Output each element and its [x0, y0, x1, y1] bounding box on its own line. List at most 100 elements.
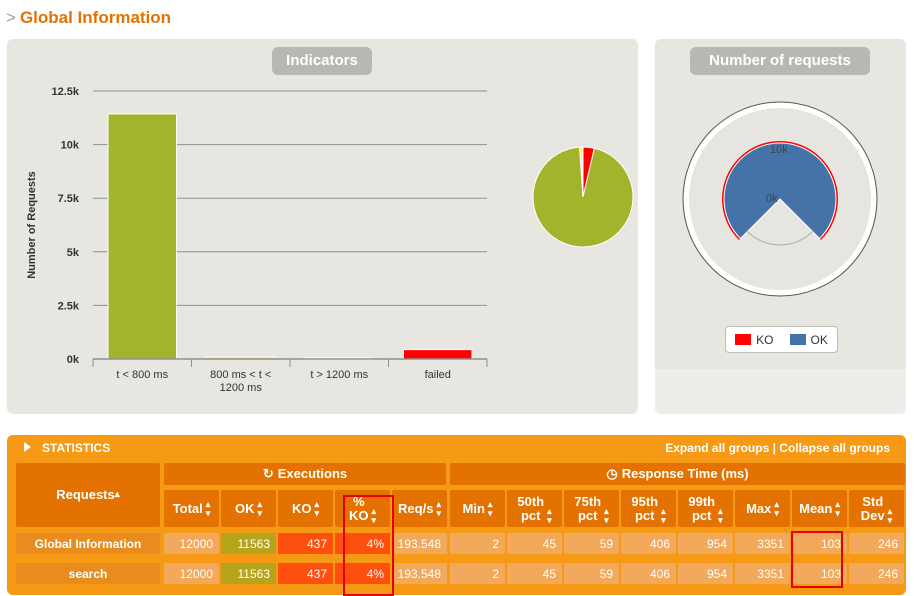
cell--ko: 4% [335, 563, 390, 584]
cell-std-dev: 246 [849, 563, 904, 584]
bar-3[interactable] [403, 349, 473, 360]
cell-max: 3351 [735, 563, 790, 584]
cell-mean: 103 [792, 563, 847, 584]
column-header-total[interactable]: Total ▴ ▾ [164, 490, 219, 527]
y-tick-label: 0k [67, 354, 80, 366]
cell-99th-pct: 954 [678, 563, 733, 584]
pie-slice-0[interactable] [532, 146, 634, 248]
y-axis-label: Number of Requests [26, 171, 38, 279]
group-links: Expand all groups | Collapse all groups [665, 441, 890, 455]
statistics-title: STATISTICS [42, 441, 111, 455]
page-title-text: Global Information [19, 8, 172, 27]
number-of-requests-panel: Number of requests 10k 0k [655, 39, 906, 414]
column-header-95th-pct[interactable]: 95th pct ▴ ▾ [621, 490, 676, 527]
column-header-label: Mean [799, 500, 833, 516]
expand-all-groups-link[interactable]: Expand all groups [665, 441, 770, 455]
indicators-panel: Indicators 0k 2.5k 5k 7.5k 10k 12.5k Number of… [7, 39, 638, 414]
sort-icon: ▴ ▾ [314, 498, 320, 518]
cell-total: 12000 [164, 533, 219, 554]
sort-icon: ▴ ▾ [887, 505, 893, 525]
sort-icon: ▴ ▾ [604, 505, 609, 525]
cell-99th-pct: 954 [678, 533, 733, 554]
panel-footer [655, 369, 906, 414]
column-header-min[interactable]: Min ▴ ▾ [450, 490, 505, 527]
legend-item-ok[interactable]: OK [789, 332, 828, 347]
gauge-bottom-arc [747, 231, 813, 246]
column-header-req-s[interactable]: Req/s ▴ ▾ [392, 490, 447, 527]
cell-ok: 11563 [221, 533, 276, 554]
sort-icon: ▴ ▾ [436, 498, 441, 518]
column-header-std-dev[interactable]: Std Dev ▴ ▾ [849, 490, 904, 527]
column-header-label: 75th pct [574, 493, 602, 523]
sort-icon: ▴ ▾ [371, 505, 377, 525]
clock-icon: ◷ [606, 466, 618, 481]
column-header-mean[interactable]: Mean ▴ ▾ [792, 490, 847, 527]
legend-swatch-ok [789, 334, 806, 345]
sort-icon: ▴ ▾ [661, 505, 666, 525]
indicators-title: Indicators [272, 47, 372, 75]
x-tick-label: t > 1200 ms [310, 369, 368, 381]
cell-total: 12000 [164, 563, 219, 584]
link-separator: | [772, 441, 776, 455]
refresh-icon: ↻ [262, 466, 274, 481]
column-header-label: 95th pct [631, 493, 659, 523]
requests-column-header[interactable]: Requests ▴ [16, 463, 160, 527]
column-header-label: KO [291, 500, 312, 516]
row-name[interactable]: search [16, 563, 160, 584]
column-header-label: 99th pct [688, 493, 716, 523]
row-name[interactable]: Global Information [16, 533, 160, 554]
cell-min: 2 [450, 533, 505, 554]
y-tick-label: 7.5k [58, 193, 80, 205]
cell-50th-pct: 45 [507, 533, 562, 554]
sort-icon: ▴ ▾ [205, 498, 211, 518]
cell-max: 3351 [735, 533, 790, 554]
cell-75th-pct: 59 [564, 533, 619, 554]
expand-triangle-icon[interactable] [24, 442, 31, 452]
column-header-label: Std Dev [860, 493, 885, 523]
gauge-label-10k: 10k [770, 144, 788, 156]
gauge-label-0k: 0k [766, 193, 778, 205]
collapse-all-groups-link[interactable]: Collapse all groups [779, 441, 890, 455]
y-tick-label: 12.5k [51, 86, 79, 98]
legend-label-ok: OK [810, 332, 828, 347]
bar-0[interactable] [107, 113, 177, 360]
cell--ko: 4% [335, 533, 390, 554]
legend-item-ko[interactable]: KO [735, 332, 774, 347]
column-header-label: % KO [348, 493, 369, 523]
gauge-ok-area[interactable] [723, 142, 837, 240]
column-header-ko[interactable]: KO ▴ ▾ [278, 490, 333, 527]
cell-mean: 103 [792, 533, 847, 554]
response-time-group-header: ◷ Response Time (ms) [450, 463, 905, 485]
column-header--ko[interactable]: % KO ▴ ▾ [335, 490, 390, 527]
column-header-label: 50th pct [517, 493, 545, 523]
sort-icon: ▴ ▾ [835, 498, 840, 518]
sort-asc-icon: ▴ [114, 489, 120, 500]
chevron-right-icon: > [6, 8, 16, 27]
cell-ko: 437 [278, 533, 333, 554]
sort-icon: ▴ ▾ [257, 498, 263, 518]
column-header-50th-pct[interactable]: 50th pct ▴ ▾ [507, 490, 562, 527]
cell-50th-pct: 45 [507, 563, 562, 584]
executions-group-header: ↻ Executions [164, 463, 446, 485]
column-header-ok[interactable]: OK ▴ ▾ [221, 490, 276, 527]
cell-req-s: 193.548 [392, 563, 447, 584]
sort-icon: ▴ ▾ [774, 498, 779, 518]
executions-label: Executions [277, 466, 348, 481]
legend-label-ko: KO [756, 332, 774, 347]
sort-icon: ▴ ▾ [547, 505, 552, 525]
column-header-max[interactable]: Max ▴ ▾ [735, 490, 790, 527]
indicators-bar-chart: 0k 2.5k 5k 7.5k 10k 12.5k Number of Requests t … [26, 86, 634, 394]
column-header-99th-pct[interactable]: 99th pct ▴ ▾ [678, 490, 733, 527]
column-header-75th-pct[interactable]: 75th pct ▴ ▾ [564, 490, 619, 527]
column-header-label: Total [172, 500, 203, 516]
column-header-label: OK [234, 500, 255, 516]
page-title: > Global Information [6, 8, 171, 30]
x-tick-label: t < 800 ms [116, 369, 168, 381]
cell-req-s: 193.548 [392, 533, 447, 554]
statistics-panel: STATISTICS Expand all groups | Collapse … [7, 435, 906, 596]
pie-slice-2[interactable] [581, 146, 584, 198]
cell-95th-pct: 406 [621, 563, 676, 584]
requests-header-label: Requests [56, 487, 115, 502]
y-tick-label: 5k [67, 247, 80, 259]
cell-75th-pct: 59 [564, 563, 619, 584]
